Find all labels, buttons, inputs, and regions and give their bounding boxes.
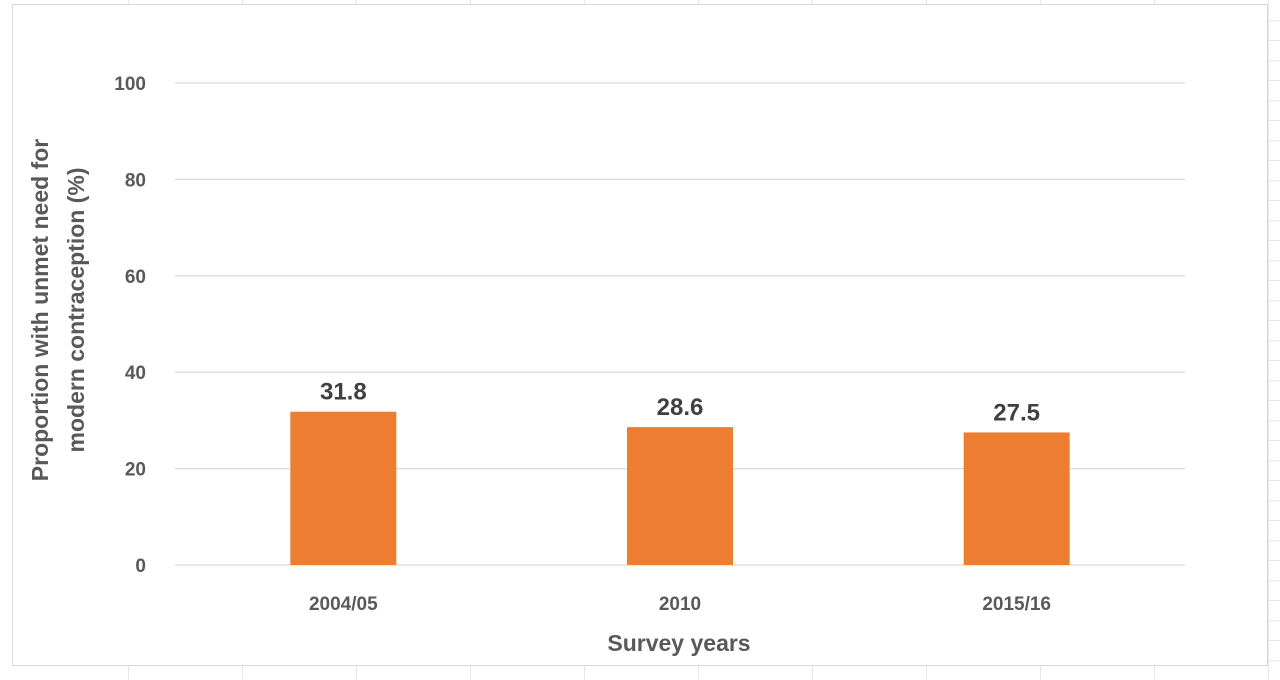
- y-tick-labels: 0 20 40 60 80 100: [114, 74, 146, 577]
- sheet-row-line: [1262, 20, 1280, 21]
- sheet-row-line: [1262, 420, 1280, 421]
- sheet-row-line: [1262, 80, 1280, 81]
- x-tick-labels: 2004/05 2010 2015/16: [309, 594, 1051, 615]
- sheet-row-line: [1262, 620, 1280, 621]
- sheet-row-line: [1262, 520, 1280, 521]
- sheet-row-line: [1262, 40, 1280, 41]
- data-label: 28.6: [657, 394, 704, 421]
- sheet-row-line: [1262, 180, 1280, 181]
- x-tick-label: 2015/16: [982, 594, 1051, 615]
- x-tick-label: 2004/05: [309, 594, 378, 615]
- y-tick-label: 60: [125, 267, 146, 288]
- data-label: 31.8: [320, 379, 367, 406]
- x-tick-label: 2010: [659, 594, 701, 615]
- sheet-row-line: [1262, 580, 1280, 581]
- y-tick-label: 40: [125, 363, 146, 384]
- sheet-row-line: [1262, 500, 1280, 501]
- y-axis-title-line-1: Proportion with unmet need for: [27, 139, 53, 481]
- y-tick-label: 20: [125, 460, 146, 481]
- sheet-row-line: [1262, 660, 1280, 661]
- y-axis-title-line-2: modern contraception (%): [63, 168, 89, 453]
- sheet-row-line: [1262, 540, 1280, 541]
- sheet-row-line: [1262, 360, 1280, 361]
- sheet-row-line: [1262, 380, 1280, 381]
- sheet-row-line: [1262, 220, 1280, 221]
- sheet-row-line: [1262, 120, 1280, 121]
- sheet-row-line: [1262, 300, 1280, 301]
- x-axis-title: Survey years: [607, 630, 750, 656]
- y-axis-title: Proportion with unmet need for modern co…: [27, 139, 89, 481]
- y-tick-label: 0: [135, 556, 146, 577]
- sheet-row-line: [1262, 280, 1280, 281]
- sheet-row-line: [1262, 100, 1280, 101]
- sheet-row-line: [1262, 240, 1280, 241]
- y-tick-label: 80: [125, 170, 146, 191]
- sheet-row-line: [1262, 480, 1280, 481]
- sheet-row-line: [1262, 140, 1280, 141]
- data-label: 27.5: [993, 399, 1040, 426]
- y-tick-label: 100: [114, 74, 146, 95]
- sheet-row-line: [1262, 600, 1280, 601]
- sheet-row-line: [1262, 260, 1280, 261]
- data-labels: 31.8 28.6 27.5: [320, 379, 1040, 427]
- bar: [963, 432, 1070, 565]
- sheet-row-line: [1262, 60, 1280, 61]
- bar: [627, 427, 733, 565]
- bars: [290, 411, 1070, 565]
- sheet-row-line: [1262, 440, 1280, 441]
- sheet-row-line: [1262, 460, 1280, 461]
- sheet-row-line: [1262, 320, 1280, 321]
- sheet-row-line: [1262, 400, 1280, 401]
- sheet-row-line: [1262, 560, 1280, 561]
- sheet-row-line: [1262, 340, 1280, 341]
- bar: [290, 411, 397, 565]
- sheet-row-line: [1262, 200, 1280, 201]
- sheet-row-line: [1262, 160, 1280, 161]
- sheet-row-line: [1262, 640, 1280, 641]
